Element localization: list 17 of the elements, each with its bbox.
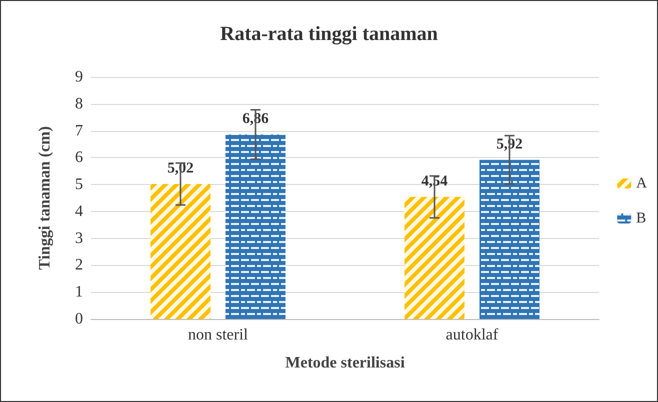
y-axis-title: Tinggi tanaman (cm) [36, 126, 54, 270]
y-tick-label: 5 [75, 176, 83, 194]
y-tick-label: 3 [75, 230, 83, 247]
x-tick-label: non steril [188, 326, 249, 344]
legend-label: B [636, 210, 646, 226]
x-tick-label: autoklaf [446, 326, 499, 344]
y-tick-label: 9 [75, 68, 83, 86]
x-axis-title: Metode sterilisasi [285, 354, 406, 372]
y-tick-label: 8 [75, 95, 83, 112]
y-tick-label: 1 [75, 284, 83, 301]
y-tick-label: 2 [75, 256, 83, 274]
y-tick-label: 7 [75, 122, 83, 140]
legend-label: A [636, 176, 648, 192]
y-tick-label: 6 [75, 149, 83, 166]
y-tick-label: 0 [75, 310, 83, 328]
chart-title: Rata-rata tinggi tanaman [220, 23, 438, 45]
y-tick-label: 4 [75, 202, 83, 220]
